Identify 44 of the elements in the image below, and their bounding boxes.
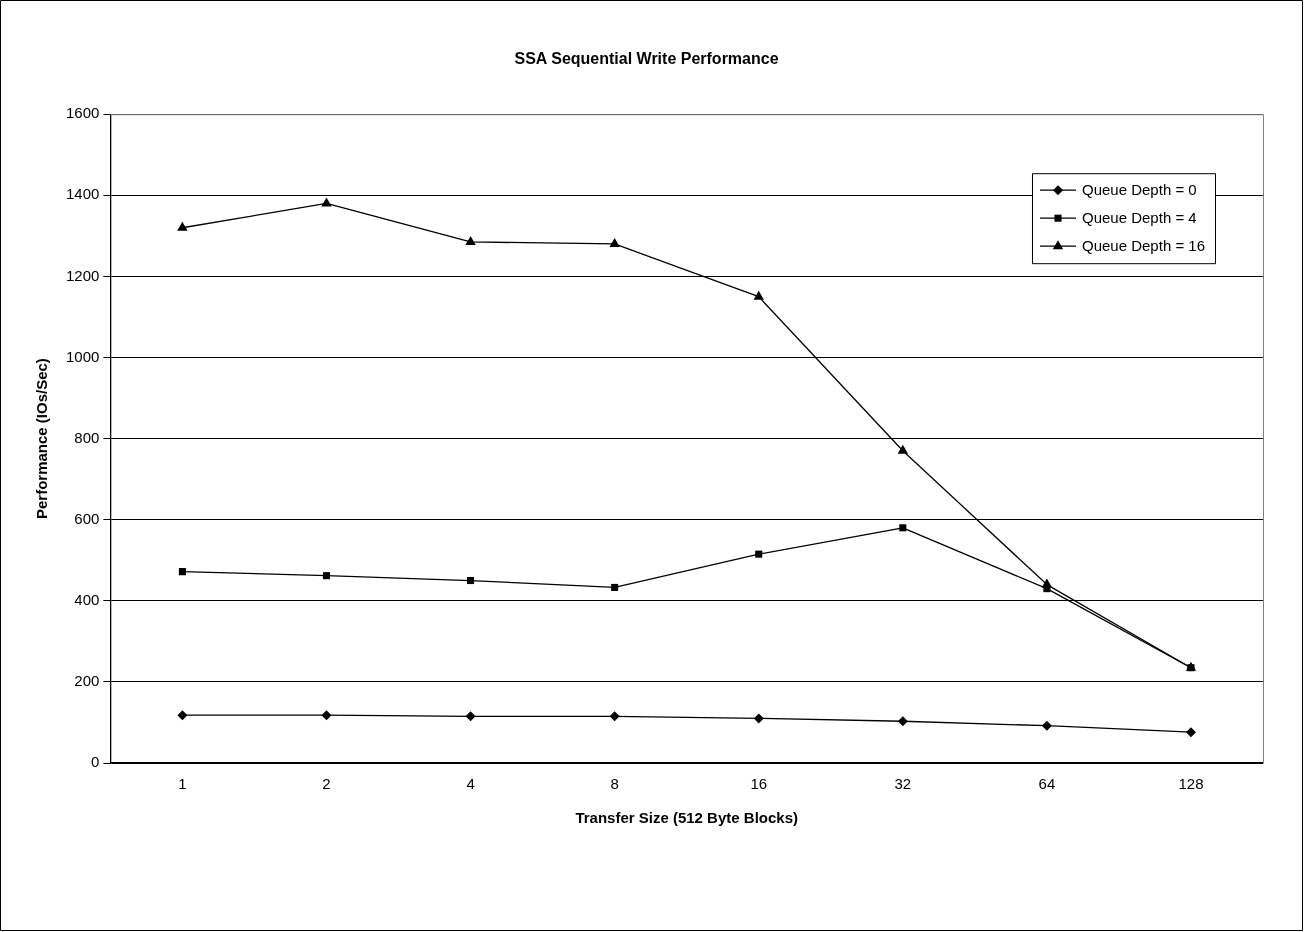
y-tick-label: 0 <box>91 753 100 771</box>
legend-label: Queue Depth = 16 <box>1081 237 1206 255</box>
point <box>465 711 476 722</box>
point <box>322 572 331 580</box>
point <box>753 713 764 724</box>
x-tick-label: 64 <box>1038 775 1056 793</box>
legend-label: Queue Depth = 4 <box>1081 209 1197 227</box>
x-tick-label: 8 <box>610 775 619 793</box>
point <box>321 197 332 207</box>
point <box>321 710 332 721</box>
point <box>897 444 908 454</box>
point <box>609 711 620 722</box>
y-tick-label: 1200 <box>65 266 100 284</box>
chart-title: SSA Sequential Write Performance <box>514 50 779 68</box>
y-tick-label: 200 <box>74 672 100 690</box>
point <box>1185 727 1196 738</box>
point <box>178 568 186 576</box>
point <box>1043 585 1051 593</box>
x-tick-label: 2 <box>322 775 331 793</box>
x-axis-title: Transfer Size (512 Byte Blocks) <box>575 809 798 827</box>
y-tick-label: 1000 <box>65 347 100 365</box>
point <box>177 710 188 721</box>
y-tick-label: 800 <box>74 428 100 446</box>
y-tick-label: 1400 <box>65 185 100 203</box>
legend-label: Queue Depth = 0 <box>1081 181 1197 199</box>
point <box>897 716 908 727</box>
x-tick-label: 32 <box>894 775 912 793</box>
point <box>755 550 763 558</box>
y-tick-label: 600 <box>74 509 100 527</box>
x-tick-label: 1 <box>178 775 187 793</box>
x-tick-label: 4 <box>466 775 475 793</box>
x-tick-label: 16 <box>750 775 768 793</box>
point <box>753 290 764 300</box>
x-tick-label: 128 <box>1178 775 1204 793</box>
point <box>899 524 907 532</box>
point <box>1041 720 1052 731</box>
point <box>611 583 619 591</box>
y-axis-title: Performance (IOs/Sec) <box>33 358 51 520</box>
point <box>609 237 620 247</box>
y-tick-label: 1600 <box>65 104 100 122</box>
point <box>177 221 188 231</box>
point <box>465 235 476 245</box>
y-tick-label: 400 <box>74 590 100 608</box>
point <box>467 576 475 585</box>
